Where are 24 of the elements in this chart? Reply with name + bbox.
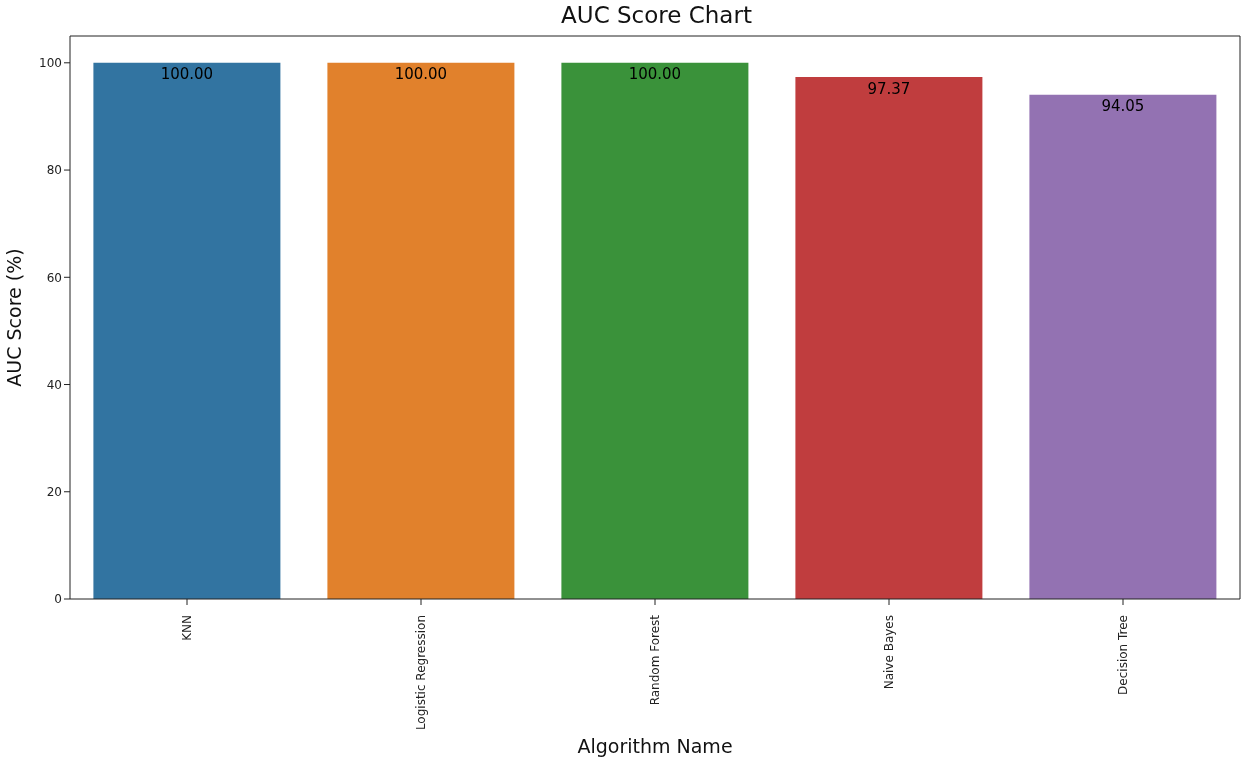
data-label: 97.37 (867, 79, 911, 98)
bar (795, 76, 983, 599)
x-axis-title: Algorithm Name (577, 735, 733, 757)
data-label: 94.05 (1101, 97, 1145, 116)
x-tick-label: Naive Bayes (882, 615, 896, 690)
data-label: 100.00 (628, 65, 682, 84)
y-tick-label: 100 (39, 56, 62, 71)
x-tick-label: Decision Tree (1116, 615, 1130, 695)
bar (561, 62, 749, 599)
y-axis-title: AUC Score (%) (2, 248, 25, 387)
x-tick-label: Logistic Regression (414, 615, 428, 731)
y-tick-label: 40 (46, 377, 62, 392)
x-tick-label: Random Forest (648, 614, 662, 706)
y-tick-label: 20 (46, 485, 62, 500)
bar (327, 62, 515, 599)
y-tick-label: 0 (54, 592, 62, 607)
y-tick-label: 80 (46, 163, 62, 178)
data-label: 100.00 (394, 65, 448, 84)
x-tick-label: KNN (180, 615, 194, 641)
chart-title: AUC Score Chart (560, 2, 753, 28)
bar (93, 62, 281, 599)
data-label: 100.00 (160, 65, 214, 84)
bar (1029, 94, 1217, 599)
y-tick-label: 60 (46, 270, 62, 285)
